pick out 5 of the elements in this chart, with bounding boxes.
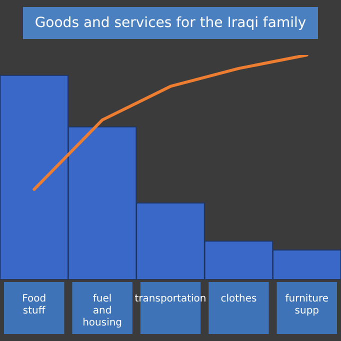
x-tick-label: Food stuff (22, 294, 46, 317)
x-tick-label: furniture supp (285, 294, 329, 317)
chart-title: Goods and services for the Iraqi family (22, 6, 318, 38)
x-tick-label: fuel and housing (82, 294, 122, 329)
x-tick-label: clothes (220, 294, 257, 305)
